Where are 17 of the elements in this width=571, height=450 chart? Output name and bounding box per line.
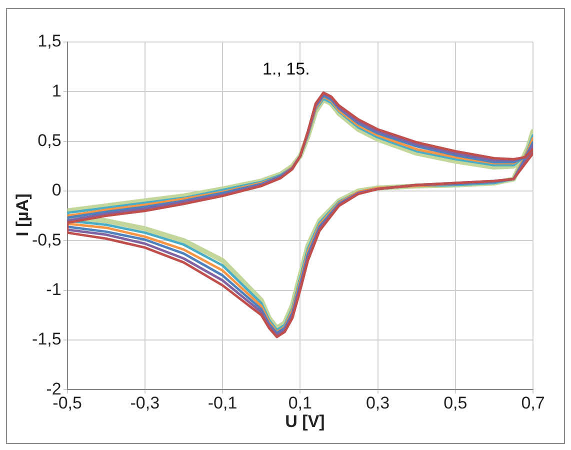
x-tick-label: 0,5 — [444, 393, 468, 412]
y-tick-label: -0,5 — [32, 230, 62, 250]
annotation: 1., 15. — [262, 59, 310, 78]
y-tick-label: 0 — [52, 180, 62, 200]
y-tick-label: 1,5 — [38, 32, 62, 51]
x-tick-label: 0,7 — [521, 393, 545, 412]
x-tick-label: 0,1 — [288, 393, 312, 412]
y-tick-label: 1 — [52, 81, 62, 100]
x-tick-label: 0,3 — [366, 393, 390, 412]
x-axis-title: U [V] — [284, 412, 326, 432]
x-tick-label: -0,1 — [208, 393, 238, 412]
y-tick-label: 0,5 — [38, 131, 62, 150]
y-tick-label: -1,5 — [32, 330, 62, 349]
y-tick-label: -1 — [46, 280, 62, 299]
y-tick-label: -2 — [46, 379, 62, 398]
x-tick-label: -0,3 — [130, 393, 160, 412]
y-axis-title: I [µA] — [13, 192, 32, 238]
